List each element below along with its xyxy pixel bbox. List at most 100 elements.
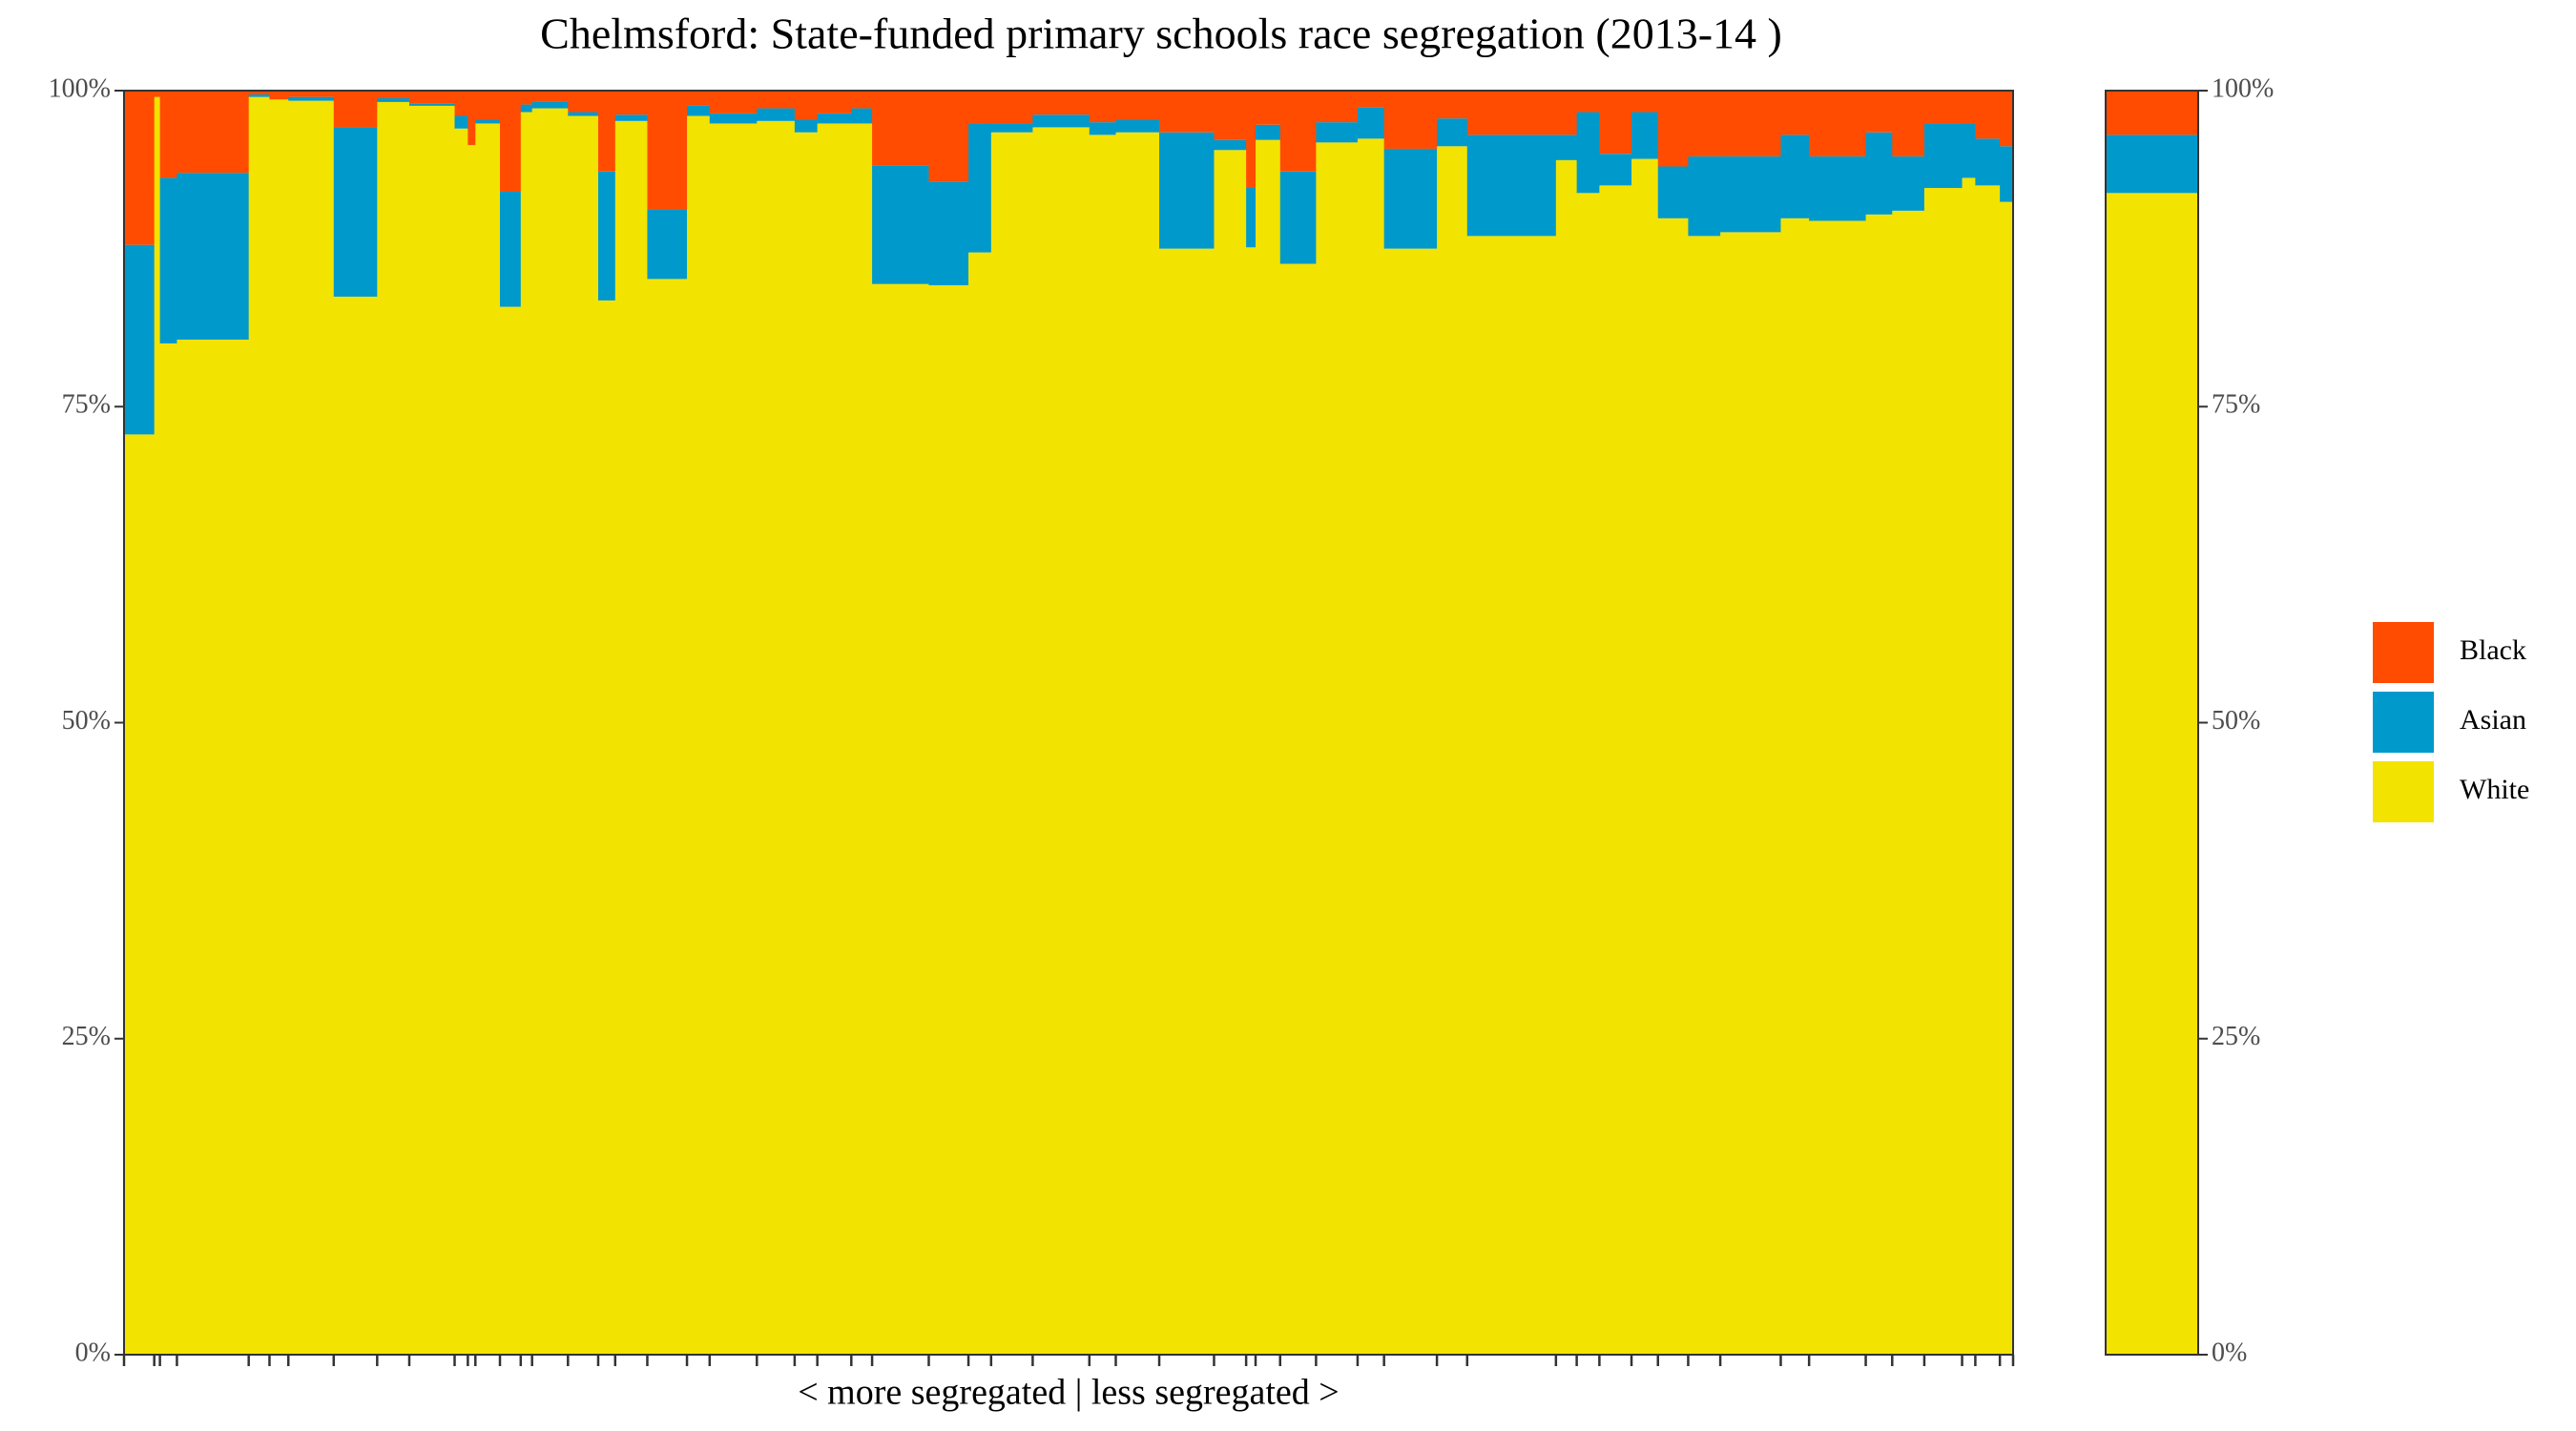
segment <box>687 105 711 116</box>
segment <box>597 91 616 172</box>
segment <box>872 283 930 1356</box>
segment <box>1089 122 1117 135</box>
segment <box>1631 112 1659 159</box>
segment <box>757 120 796 1355</box>
segment <box>851 108 873 124</box>
segment <box>408 105 456 1355</box>
legend-key <box>2371 690 2436 755</box>
segment <box>1631 158 1659 1355</box>
segment <box>1032 114 1091 128</box>
segment <box>475 91 501 120</box>
segment <box>1923 188 1963 1355</box>
segment <box>2000 146 2014 202</box>
segment <box>817 113 852 124</box>
segment <box>1688 91 1721 156</box>
segment <box>614 91 649 115</box>
segment <box>159 343 178 1355</box>
y-tick-label: 25% <box>2212 1022 2260 1051</box>
segment <box>1437 118 1468 147</box>
segment <box>1383 148 1438 249</box>
segment <box>990 132 1033 1356</box>
segment <box>1975 91 2001 139</box>
segment <box>333 296 378 1356</box>
x-axis-label: < more segregated | less segregated > <box>798 1373 1339 1413</box>
segment <box>377 97 410 102</box>
segment <box>124 434 156 1355</box>
segment <box>1865 132 1893 215</box>
segment <box>454 91 468 116</box>
segment <box>1159 248 1215 1355</box>
segment <box>1466 91 1557 135</box>
segment <box>1159 91 1215 133</box>
segment <box>475 119 501 124</box>
y-tick-label: 50% <box>2212 706 2260 736</box>
total-segment <box>2106 91 2198 135</box>
segment <box>1089 91 1117 123</box>
segment <box>757 91 796 109</box>
segment <box>1809 91 1867 156</box>
segment <box>872 91 930 166</box>
segment <box>1357 91 1385 108</box>
segment <box>1892 156 1925 211</box>
segment <box>531 108 569 1355</box>
segment <box>990 91 1033 124</box>
segment <box>454 128 468 1355</box>
segment <box>1214 150 1247 1355</box>
segment <box>1599 154 1632 186</box>
segment <box>990 123 1033 133</box>
segment <box>288 91 335 97</box>
segment <box>647 279 688 1355</box>
legend-label: Black <box>2460 634 2526 666</box>
segment <box>269 99 289 1355</box>
segment <box>1576 91 1600 113</box>
segment <box>1437 146 1468 1355</box>
segment <box>1962 91 1976 124</box>
segment <box>520 91 533 105</box>
segment <box>1780 91 1810 135</box>
segment <box>928 91 969 182</box>
segment <box>177 173 250 341</box>
legend-key <box>2371 759 2436 824</box>
segment <box>1720 91 1782 156</box>
chart-title: Chelmsford: State-funded primary schools… <box>540 10 1782 58</box>
y-tick-label: 0% <box>75 1338 111 1367</box>
legend-label: Asian <box>2460 704 2526 736</box>
segment <box>687 91 711 106</box>
segment <box>817 91 852 114</box>
segment <box>1923 123 1963 189</box>
segment <box>1115 91 1160 120</box>
segment <box>968 123 992 253</box>
segment <box>1865 91 1893 133</box>
segment <box>1256 139 1281 1355</box>
y-tick-label: 75% <box>62 390 111 420</box>
segment <box>1576 193 1600 1356</box>
segment <box>475 123 501 1356</box>
y-tick-label: 100% <box>49 73 111 103</box>
segment <box>1892 91 1925 156</box>
segment <box>1975 138 2001 186</box>
segment <box>500 306 522 1356</box>
segment <box>1809 220 1867 1356</box>
segment <box>1962 123 1976 178</box>
segment <box>614 120 649 1355</box>
segment <box>1256 91 1281 125</box>
segment <box>288 96 335 101</box>
segment <box>1357 107 1385 139</box>
segment <box>817 123 852 1356</box>
segment <box>1923 91 1963 124</box>
segment <box>333 127 378 297</box>
segment <box>154 96 161 1355</box>
segment <box>1032 127 1091 1355</box>
segment <box>568 91 599 113</box>
segment <box>1246 188 1257 248</box>
segment <box>1599 91 1632 155</box>
segment <box>1032 91 1091 115</box>
segment <box>1555 91 1578 135</box>
total-segment <box>2106 193 2198 1356</box>
segment <box>467 144 476 1356</box>
segment <box>1437 91 1468 119</box>
segment <box>269 91 289 100</box>
segment <box>568 112 599 116</box>
segment <box>928 181 969 286</box>
segment <box>1576 112 1600 194</box>
